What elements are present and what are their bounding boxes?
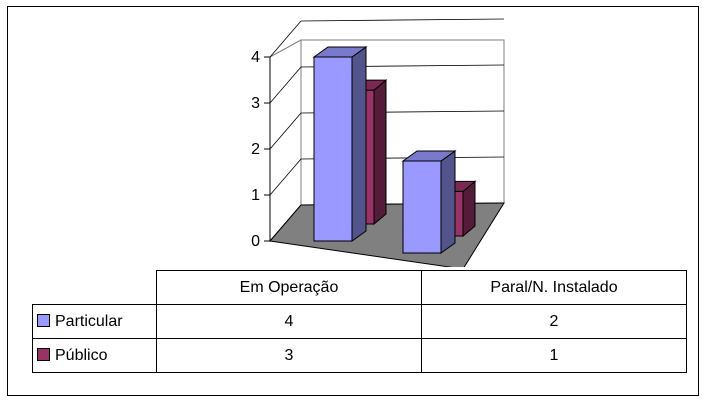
legend-swatch-publico — [37, 347, 50, 361]
gridline-side — [269, 158, 302, 196]
bar-side-público-0 — [373, 79, 387, 226]
y-tick-label: 2 — [251, 141, 260, 158]
row-label-particular: Particular — [55, 312, 123, 330]
gridline-side — [269, 66, 302, 104]
table-cell-publico-em-operacao: 3 — [156, 338, 422, 373]
table-corner-cell — [33, 271, 157, 305]
gridline-side — [269, 112, 302, 150]
row-header-particular: Particular — [32, 304, 157, 339]
bar-side-particular-0 — [351, 46, 367, 242]
table-cell-particular-paral: 2 — [421, 304, 687, 339]
bar-side-particular-1 — [440, 150, 456, 254]
gridline-back — [300, 18, 505, 22]
y-tick-label: 1 — [251, 187, 260, 204]
table-row: Público 3 1 — [32, 338, 687, 373]
gridline-side — [269, 20, 302, 58]
column-header-paral-n-instalado: Paral/N. Instalado — [421, 270, 687, 305]
chart-plot: 0 1 2 3 4 — [251, 18, 505, 267]
y-tick-label: 4 — [251, 49, 260, 66]
table-cell-publico-paral: 1 — [421, 338, 687, 373]
y-tick-label: 3 — [251, 95, 260, 112]
table-header-row: Em Operação Paral/N. Instalado — [33, 270, 687, 305]
column-header-em-operacao: Em Operação — [156, 270, 422, 305]
row-label-publico: Público — [55, 346, 108, 364]
table-row: Particular 4 2 — [32, 304, 687, 339]
row-header-publico: Público — [32, 338, 157, 373]
bar-top-particular-1 — [401, 150, 457, 162]
bar-particular-0 — [313, 56, 353, 242]
legend-swatch-particular — [37, 313, 50, 327]
bar-top-particular-0 — [312, 46, 368, 58]
y-tick-label: 0 — [251, 233, 260, 250]
bar-particular-1 — [402, 160, 442, 254]
table-cell-particular-em-operacao: 4 — [156, 304, 422, 339]
data-table: Em Operação Paral/N. Instalado Particula… — [32, 270, 687, 373]
